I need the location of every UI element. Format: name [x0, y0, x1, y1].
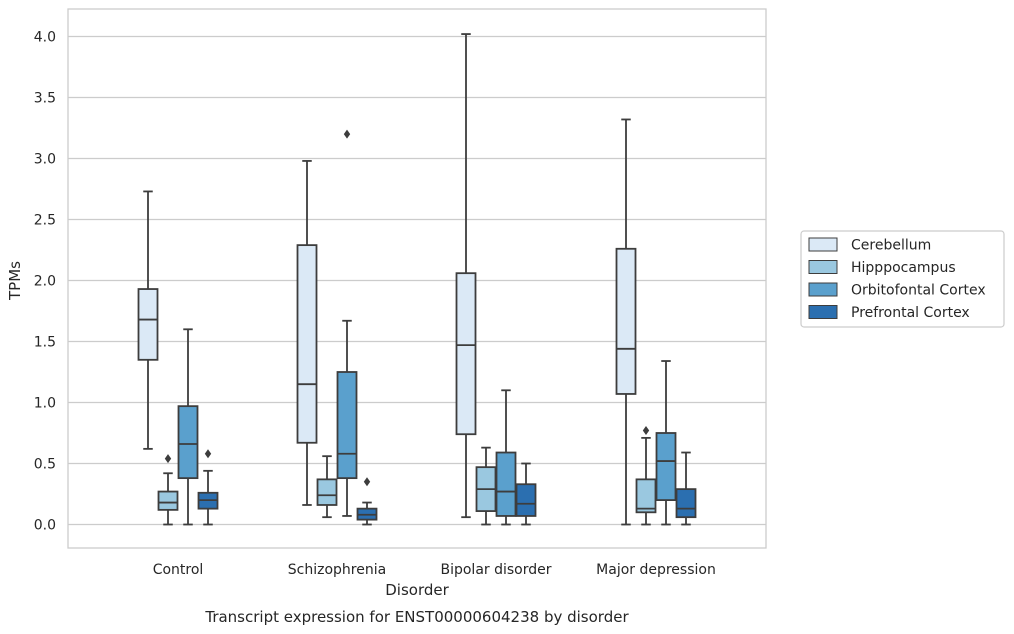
legend-swatch — [808, 260, 838, 274]
legend-label: Prefrontal Cortex — [851, 305, 970, 321]
x-axis-label: Disorder — [385, 581, 449, 599]
x-tick-label: Control — [153, 562, 204, 578]
legend-label: Orbitofontal Cortex — [851, 283, 986, 299]
box-iqr — [157, 490, 179, 511]
box-prefrontal-cortex — [515, 462, 537, 526]
y-tick-label: 3.5 — [34, 91, 56, 107]
y-tick-label: 3.0 — [34, 152, 56, 168]
legend-frame — [800, 230, 1005, 328]
box-iqr — [615, 247, 637, 395]
y-axis-ticks: 0.0 0.5 1.0 1.5 2.0 2.5 3.0 3.5 4.0 — [34, 30, 56, 534]
y-axis-label: TPMs — [6, 261, 24, 301]
box-iqr — [515, 483, 537, 517]
y-tick-label: 1.5 — [34, 335, 56, 351]
box-orbitofontal-cortex — [495, 389, 517, 526]
box-hipppocampus — [316, 455, 338, 519]
x-tick-label: Major depression — [596, 562, 716, 578]
box-cerebellum — [455, 33, 477, 519]
outlier-point — [363, 477, 371, 487]
box-hipppocampus — [635, 426, 657, 526]
box-iqr — [296, 244, 318, 444]
outlier-point — [164, 454, 172, 464]
y-tick-label: 2.0 — [34, 274, 56, 290]
plot-frame — [67, 8, 767, 549]
box-hipppocampus — [475, 446, 497, 526]
legend-swatch — [808, 282, 838, 297]
box-iqr — [675, 488, 697, 519]
box-prefrontal-cortex — [356, 477, 378, 526]
y-tick-label: 2.5 — [34, 213, 56, 229]
box-iqr — [635, 478, 657, 514]
y-tick-label: 0.0 — [34, 518, 56, 534]
box-iqr — [455, 272, 477, 436]
box-iqr — [137, 288, 159, 361]
outlier-point — [204, 449, 212, 459]
box-orbitofontal-cortex — [655, 360, 677, 526]
box-iqr — [495, 451, 517, 517]
box-orbitofontal-cortex — [177, 328, 199, 526]
box-cerebellum — [137, 190, 159, 450]
box-cerebellum — [615, 118, 637, 526]
legend-swatch — [808, 305, 838, 319]
x-axis-ticks: Control Schizophrenia Bipolar disorder Majo… — [153, 562, 716, 578]
box-orbitofontal-cortex — [336, 129, 358, 517]
box-iqr — [336, 371, 358, 480]
y-tick-label: 0.5 — [34, 457, 56, 473]
legend-swatch — [808, 237, 838, 252]
box-prefrontal-cortex — [197, 449, 219, 526]
y-tick-label: 4.0 — [34, 30, 56, 46]
y-tick-label: 1.0 — [34, 396, 56, 412]
box-iqr — [655, 432, 677, 501]
box-plot-series — [137, 33, 697, 526]
box-iqr — [316, 478, 338, 506]
box-cerebellum — [296, 160, 318, 506]
box-prefrontal-cortex — [675, 451, 697, 526]
legend: Cerebellum Hipppocampus Orbitofontal Corte… — [800, 230, 1005, 328]
outlier-point — [343, 129, 351, 139]
x-tick-label: Schizophrenia — [288, 562, 386, 578]
x-tick-label: Bipolar disorder — [440, 562, 551, 578]
legend-label: Hipppocampus — [851, 260, 956, 276]
box-hipppocampus — [157, 454, 179, 526]
box-iqr — [177, 405, 199, 480]
outlier-point — [642, 426, 650, 436]
legend-label: Cerebellum — [851, 238, 931, 254]
chart-caption: Transcript expression for ENST0000060423… — [204, 608, 629, 626]
